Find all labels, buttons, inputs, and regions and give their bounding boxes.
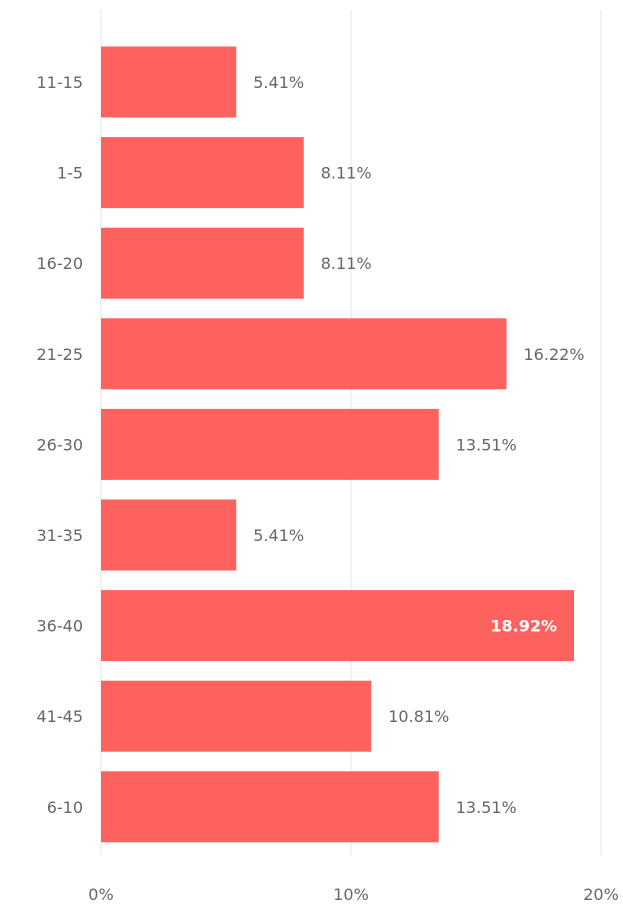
category-label: 21-25 <box>37 345 84 364</box>
data-label: 16.22% <box>524 345 585 364</box>
bar-36-40[interactable] <box>101 590 574 662</box>
data-label: 5.41% <box>253 526 304 545</box>
x-tick-label: 10% <box>333 885 369 904</box>
bar-21-25[interactable] <box>101 318 507 390</box>
label-layer: 5.41% 8.11% 8.11% 16.22% 13.51% 5.41% 18.92% 10… <box>253 73 584 817</box>
category-label: 31-35 <box>37 526 84 545</box>
bar-41-45[interactable] <box>101 680 372 752</box>
bar-6-10[interactable] <box>101 771 439 843</box>
data-label: 18.92% <box>490 617 557 636</box>
bar-26-30[interactable] <box>101 408 439 480</box>
value-axis: 0% 10% 20% <box>88 885 618 904</box>
data-label: 13.51% <box>456 798 517 817</box>
data-label: 8.11% <box>321 164 372 183</box>
bar-11-15[interactable] <box>101 46 237 118</box>
category-label: 26-30 <box>37 435 84 454</box>
bar-16-20[interactable] <box>101 227 304 299</box>
bar-1-5[interactable] <box>101 137 304 209</box>
data-label: 8.11% <box>321 254 372 273</box>
category-axis: 11-15 1-5 16-20 21-25 26-30 31-35 36-40 41-45 6-… <box>37 73 84 817</box>
data-label: 13.51% <box>456 435 517 454</box>
category-label: 1-5 <box>57 164 83 183</box>
x-tick-label: 20% <box>583 885 619 904</box>
category-label: 16-20 <box>37 254 84 273</box>
category-label: 6-10 <box>47 798 83 817</box>
data-label: 5.41% <box>253 73 304 92</box>
bar-layer <box>101 46 574 843</box>
bar-31-35[interactable] <box>101 499 237 571</box>
category-label: 36-40 <box>37 617 84 636</box>
data-label: 10.81% <box>388 707 449 726</box>
x-tick-label: 0% <box>88 885 113 904</box>
category-label: 11-15 <box>37 73 84 92</box>
category-label: 41-45 <box>37 707 84 726</box>
